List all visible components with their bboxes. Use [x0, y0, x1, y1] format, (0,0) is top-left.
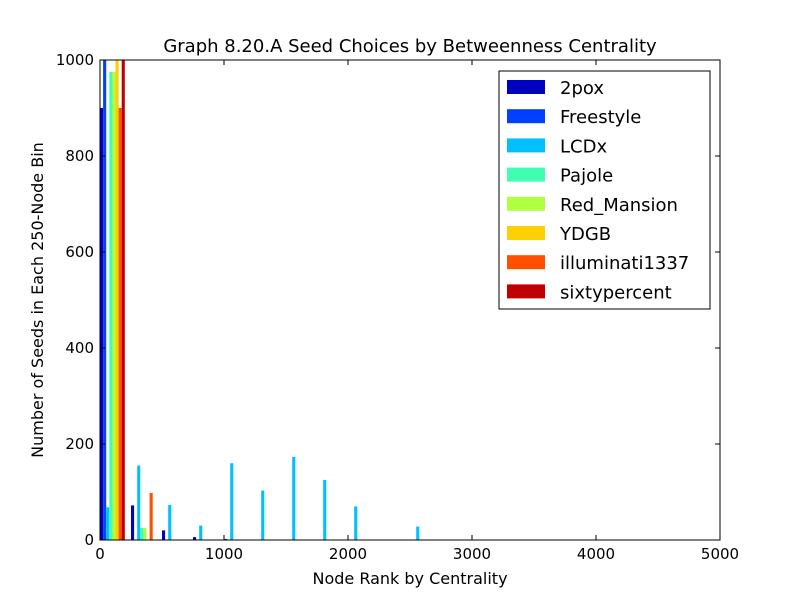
x-axis-label: Node Rank by Centrality: [312, 569, 507, 588]
y-tick-label: 400: [65, 339, 94, 357]
legend-label-YDGB: YDGB: [559, 224, 611, 245]
bar-LCDx-bin-500: [168, 504, 172, 540]
x-tick-label: 2000: [329, 545, 367, 563]
bar-Red_Mansion-bin-250: [143, 528, 147, 540]
y-tick-label: 1000: [56, 51, 94, 69]
x-tick-label: 3000: [453, 545, 491, 563]
bar-LCDx-bin-250: [137, 465, 141, 540]
bar-LCDx-bin-1000: [230, 463, 234, 540]
legend-swatch-LCDx: [507, 138, 545, 153]
bar-2pox-bin-0: [100, 108, 104, 540]
bar-Red_Mansion-bin-0: [112, 72, 116, 540]
bar-LCDx-bin-1750: [323, 480, 327, 540]
y-tick-label: 800: [65, 147, 94, 165]
legend-label-Red_Mansion: Red_Mansion: [560, 195, 678, 216]
bar-LCDx-bin-2000: [354, 506, 358, 540]
bar-LCDx-bin-1500: [292, 456, 296, 540]
bar-2pox-bin-750: [193, 537, 197, 540]
bar-Pajole-bin-250: [140, 528, 144, 540]
bar-Pajole-bin-0: [109, 72, 113, 540]
axis-layer: 0 1000 2000 3000 4000 5000 0 200 400 600 800 1000: [56, 51, 739, 563]
legend-swatch-Freestyle: [507, 109, 545, 124]
bars-layer: [100, 60, 420, 540]
bar-LCDx-bin-750: [199, 525, 203, 540]
legend-swatch-2pox: [507, 80, 545, 94]
legend-swatch-Red_Mansion: [507, 196, 545, 211]
x-tick-label: 1000: [205, 545, 243, 563]
legend-label-illuminati1337: illuminati1337: [560, 253, 689, 274]
legend-swatch-YDGB: [507, 226, 545, 240]
bar-2pox-bin-500: [162, 530, 166, 540]
bar-LCDx-bin-1250: [261, 490, 265, 540]
bar-illuminati1337-bin-0: [118, 108, 122, 540]
legend-label-Pajole: Pajole: [560, 166, 613, 187]
legend-swatch-Pajole: [507, 167, 545, 182]
plot-frame: [99, 59, 721, 541]
legend-label-LCDx: LCDx: [560, 136, 607, 157]
x-tick-label: 4000: [577, 545, 615, 563]
bar-Freestyle-bin-0: [103, 60, 107, 540]
bar-illuminati1337-bin-250: [149, 492, 153, 540]
legend-label-sixtypercent: sixtypercent: [560, 282, 672, 303]
bar-YDGB-bin-0: [115, 60, 119, 540]
x-tick-label: 0: [95, 545, 105, 563]
y-tick-label: 0: [84, 531, 94, 549]
bar-2pox-bin-250: [131, 505, 135, 540]
legend-label-Freestyle: Freestyle: [560, 107, 641, 128]
y-tick-label: 600: [65, 243, 94, 261]
bar-LCDx-bin-2500: [416, 526, 420, 540]
legend-swatch-sixtypercent: [507, 284, 545, 299]
bar-sixtypercent-bin-0: [121, 60, 125, 540]
legend-label-2pox: 2pox: [560, 78, 604, 99]
x-tick-label: 5000: [701, 545, 739, 563]
y-tick-label: 200: [65, 435, 94, 453]
chart-title: Graph 8.20.A Seed Choices by Betweenness…: [163, 36, 657, 57]
bar-LCDx-bin-0: [106, 507, 110, 540]
y-axis-label: Number of Seeds in Each 250-Node Bin: [28, 142, 47, 458]
legend: 2pox Freestyle LCDx Pajole Red_Mansion YDGB il…: [498, 70, 711, 310]
legend-swatch-illuminati1337: [507, 255, 545, 270]
